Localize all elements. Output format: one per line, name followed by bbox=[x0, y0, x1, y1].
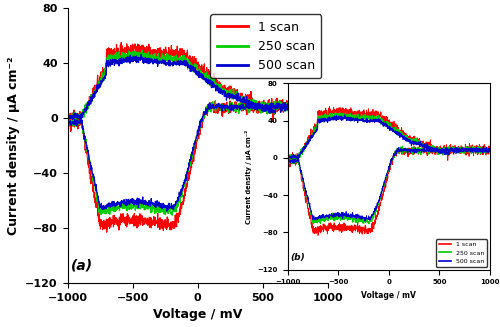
250 scan bbox=[99, 77, 105, 81]
X-axis label: Voltage / mV: Voltage / mV bbox=[153, 308, 242, 321]
1 scan bbox=[64, 114, 70, 118]
500 scan bbox=[202, 77, 207, 81]
1 scan bbox=[207, 74, 213, 78]
1 scan bbox=[202, 71, 207, 75]
250 scan bbox=[178, 57, 184, 61]
Legend: 1 scan, 250 scan, 500 scan: 1 scan, 250 scan, 500 scan bbox=[436, 239, 487, 267]
250 scan bbox=[152, 54, 158, 58]
500 scan bbox=[207, 79, 213, 83]
Line: 500 scan: 500 scan bbox=[68, 54, 328, 121]
500 scan bbox=[99, 79, 105, 83]
Text: (a): (a) bbox=[72, 258, 94, 272]
Line: 1 scan: 1 scan bbox=[68, 43, 328, 123]
1 scan bbox=[152, 51, 158, 55]
250 scan bbox=[139, 48, 145, 52]
500 scan bbox=[152, 60, 158, 64]
500 scan bbox=[138, 52, 144, 56]
500 scan bbox=[324, 105, 330, 109]
1 scan bbox=[108, 49, 114, 53]
500 scan bbox=[64, 113, 70, 117]
250 scan bbox=[108, 57, 114, 61]
500 scan bbox=[178, 61, 184, 65]
500 scan bbox=[78, 119, 84, 123]
250 scan bbox=[324, 105, 330, 109]
250 scan bbox=[202, 73, 207, 77]
1 scan bbox=[99, 76, 105, 80]
Text: (b): (b) bbox=[290, 253, 306, 263]
Y-axis label: Current density / μA cm⁻²: Current density / μA cm⁻² bbox=[245, 129, 252, 224]
1 scan bbox=[178, 47, 184, 51]
Y-axis label: Current density / μA cm⁻²: Current density / μA cm⁻² bbox=[6, 56, 20, 235]
250 scan bbox=[64, 114, 70, 118]
250 scan bbox=[207, 77, 213, 81]
500 scan bbox=[108, 60, 114, 64]
Line: 250 scan: 250 scan bbox=[68, 50, 328, 121]
X-axis label: Voltage / mV: Voltage / mV bbox=[362, 291, 416, 300]
1 scan bbox=[78, 121, 84, 125]
Legend: 1 scan, 250 scan, 500 scan: 1 scan, 250 scan, 500 scan bbox=[210, 14, 321, 78]
1 scan bbox=[118, 41, 124, 44]
1 scan bbox=[324, 107, 330, 111]
250 scan bbox=[66, 119, 71, 123]
